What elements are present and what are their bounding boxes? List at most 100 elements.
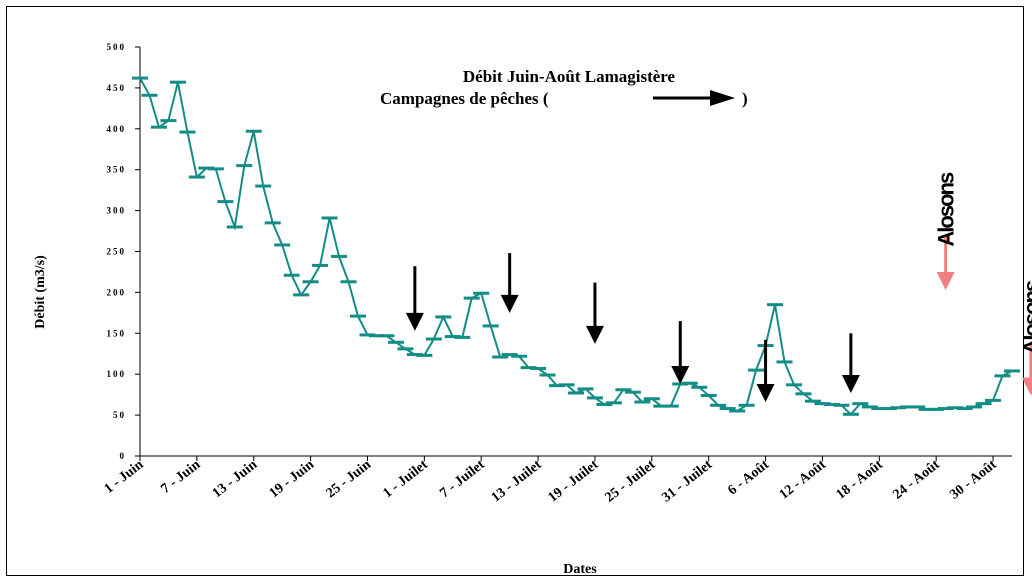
data-point-marker: [871, 407, 888, 411]
x-tick-label: 19 - Juin: [267, 457, 317, 501]
y-tick-labels: 0 50 100 150 200 250 300 350 400 450 500: [107, 42, 140, 461]
y-tick-label: 500: [107, 42, 127, 52]
x-tick-label: 1 - Juilet: [381, 457, 432, 501]
data-point-marker: [350, 314, 366, 318]
data-point-marker: [473, 291, 490, 295]
fishing-campaign-arrow: [500, 253, 519, 313]
chart-title-line2: Campagnes de pêches (: [380, 89, 549, 108]
data-point-marker: [520, 366, 537, 370]
data-point-marker: [530, 366, 547, 370]
alosons-arrow: [936, 235, 955, 290]
data-point-marker: [710, 403, 727, 407]
x-tick-label: 7 - Juin: [159, 457, 204, 497]
data-point-marker: [255, 184, 272, 188]
data-point-marker: [852, 402, 869, 406]
title-line2-suffix: ): [742, 89, 748, 108]
data-point-marker: [207, 167, 224, 171]
fishing-campaign-arrow: [756, 339, 775, 403]
data-point-marker: [359, 333, 376, 337]
data-point-marker: [890, 406, 907, 410]
data-point-marker: [463, 296, 480, 300]
data-point-marker: [245, 129, 262, 133]
data-point-marker: [482, 324, 499, 328]
y-tick-label: 200: [107, 287, 127, 297]
data-point-marker: [880, 407, 897, 411]
data-point-marker: [624, 390, 641, 394]
data-point-marker: [681, 381, 698, 385]
x-tick-label: 13 - Juin: [210, 457, 260, 501]
data-point-marker: [501, 353, 518, 357]
fishing-campaign-arrow: [671, 321, 690, 385]
fishing-campaign-arrow: [841, 333, 860, 394]
data-point-marker: [454, 335, 471, 339]
data-point-marker: [937, 407, 954, 411]
data-point-marker: [691, 385, 708, 389]
data-point-marker: [236, 164, 253, 168]
y-tick-label: 300: [107, 206, 127, 216]
data-point-marker: [141, 93, 158, 97]
data-point-marker: [994, 374, 1011, 378]
chart-title: Débit Juin-Août Lamagistère: [463, 67, 676, 86]
data-point-marker: [312, 263, 329, 267]
data-point-marker: [387, 340, 404, 344]
data-point-marker: [492, 355, 509, 359]
data-point-marker: [283, 273, 300, 277]
data-point-marker: [615, 388, 632, 392]
data-point-marker: [511, 354, 528, 358]
x-tick-label: 6 - Août: [725, 457, 772, 498]
x-tick-label: 18 - Août: [834, 457, 886, 503]
data-point-marker: [899, 405, 916, 409]
x-tick-label: 25 - Juin: [324, 457, 374, 501]
data-point-marker: [378, 334, 395, 338]
arrows-group: [405, 235, 1032, 403]
x-tick-label: 1 - Juin: [102, 457, 147, 497]
data-point-marker: [786, 383, 802, 387]
data-point-marker: [748, 368, 765, 372]
data-point-marker: [150, 125, 167, 129]
fishing-campaign-arrow: [585, 282, 604, 344]
data-point-marker: [217, 200, 234, 204]
x-tick-label: 30 - Août: [947, 457, 999, 503]
data-point-marker: [293, 293, 310, 297]
y-tick-label: 250: [107, 247, 127, 257]
data-point-marker: [179, 130, 196, 134]
data-point-marker: [776, 360, 793, 364]
data-point-marker: [160, 119, 177, 123]
data-point-marker: [539, 373, 556, 377]
data-point-marker: [586, 396, 603, 400]
data-point-marker: [302, 280, 319, 284]
x-tick-label: 7 - Juilet: [437, 457, 488, 501]
data-point-marker: [653, 404, 670, 408]
series-line: [139, 77, 1013, 416]
data-point-marker: [331, 254, 348, 258]
data-point-marker: [975, 402, 992, 406]
data-point-marker: [814, 402, 831, 406]
data-point-marker: [729, 409, 746, 413]
data-point-marker: [966, 405, 983, 409]
data-point-marker: [719, 407, 736, 411]
data-point-marker: [435, 315, 452, 319]
data-point-marker: [605, 401, 622, 405]
data-point-marker: [577, 387, 594, 391]
data-point-marker: [416, 353, 433, 357]
x-tick-label: 25 - Juilet: [602, 457, 658, 505]
data-point-marker: [397, 347, 414, 351]
data-point-marker: [264, 221, 281, 225]
x-axis-title: Dates: [563, 562, 597, 577]
data-point-marker: [425, 337, 442, 341]
data-point-marker: [947, 406, 964, 410]
y-axis-title: Débit (m3/s): [33, 255, 48, 329]
data-point-marker: [132, 76, 148, 80]
data-point-marker: [928, 407, 945, 411]
chart-frame: [6, 6, 1024, 576]
x-tick-label: 24 - Août: [890, 457, 942, 503]
data-point-marker: [549, 384, 566, 388]
data-point-marker: [1004, 369, 1020, 373]
data-point-marker: [568, 391, 584, 395]
data-point-marker: [767, 303, 784, 307]
data-point-marker: [406, 353, 423, 357]
y-tick-label: 100: [107, 369, 127, 379]
data-point-marker: [226, 225, 243, 229]
data-point-marker: [198, 166, 215, 170]
